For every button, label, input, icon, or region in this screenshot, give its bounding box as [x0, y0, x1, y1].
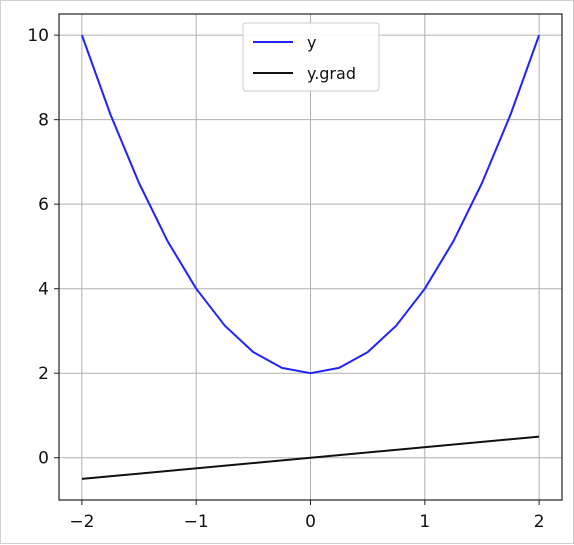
y-tick-label: 0 [38, 449, 49, 469]
legend-label: y.grad [307, 64, 356, 83]
x-tick-label: 2 [534, 512, 545, 532]
series-lines [80, 34, 541, 480]
y-tick-label: 6 [38, 195, 49, 215]
y-tick-label: 8 [38, 111, 49, 131]
y-tick-label: 10 [27, 26, 49, 46]
axis-ticks: −2 −1 0 1 2 0 2 4 6 8 10 [27, 26, 544, 532]
legend-label: y [307, 33, 316, 52]
y-tick-label: 4 [38, 280, 49, 300]
y-tick-label: 2 [38, 364, 49, 384]
legend: y y.grad [242, 22, 380, 92]
x-tick-label: −2 [69, 512, 94, 532]
x-tick-label: 0 [305, 512, 316, 532]
x-tick-label: 1 [419, 512, 430, 532]
x-tick-label: −1 [184, 512, 209, 532]
series-line-y [80, 34, 541, 375]
series-line-y-grad [81, 435, 540, 480]
